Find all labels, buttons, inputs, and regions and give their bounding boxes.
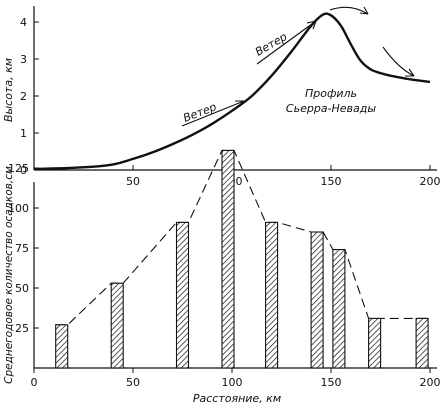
- precipitation-bar: [221, 149, 235, 369]
- wind-arrow-leeward-head: [405, 68, 415, 77]
- bottom-y-tick-label: 125: [8, 162, 29, 175]
- bottom-x-tick-label: 100: [222, 376, 243, 389]
- top-y-axis-title: Высота, км: [2, 58, 15, 122]
- precipitation-bar: [415, 317, 429, 369]
- bottom-y-tick-label: 100: [8, 202, 29, 215]
- precipitation-bar: [368, 317, 382, 369]
- top-x-tick-label: 150: [321, 175, 342, 188]
- wind-arrow-crest: [329, 6, 369, 15]
- wind-arrow-leeward: [382, 46, 415, 77]
- bottom-y-tick-label: 50: [15, 282, 29, 295]
- top-y-tick-label: 1: [20, 127, 27, 140]
- bottom-x-tick-label: 50: [126, 376, 140, 389]
- top-x-tick-label: 200: [420, 175, 441, 188]
- precipitation-bar: [175, 221, 190, 369]
- wind-arrow-upper-head: [306, 20, 317, 30]
- top-y-tick-label: 3: [20, 53, 27, 66]
- precipitation-bar: [310, 231, 324, 369]
- bottom-x-axis-title: Расстояние, км: [193, 392, 281, 405]
- top-y-tick-label: 4: [20, 16, 27, 29]
- wind-arrow-upper: [256, 20, 317, 65]
- bottom-y-axis-title: Среднегодовое количество осадков,см: [3, 166, 15, 384]
- wind-arrow-crest-head: [359, 6, 369, 15]
- profile-label-line1: Профиль: [305, 87, 357, 100]
- bottom-x-tick-label: 200: [420, 376, 441, 389]
- precipitation-bar: [110, 282, 124, 369]
- bottom-x-tick-label: 0: [31, 376, 38, 389]
- profile-label-line2: Сьерра-Невады: [286, 102, 376, 115]
- precipitation-bar: [55, 324, 69, 369]
- bottom-x-tick-label: 150: [321, 376, 342, 389]
- bottom-y-tick-label: 25: [15, 322, 29, 335]
- precipitation-panel: 25 50 75 100 125 0 50 100 150 200 Среднегодовое …: [3, 149, 441, 405]
- top-x-tick-label: 50: [126, 175, 140, 188]
- sierra-nevada-profile-line: [33, 12, 431, 171]
- bottom-y-tick-label: 75: [15, 242, 29, 255]
- top-y-tick-label: 0: [20, 164, 27, 177]
- wind-label-lower: Ветер: [181, 100, 218, 124]
- wind-arrow-lower-head: [235, 100, 245, 108]
- precipitation-bar: [332, 249, 346, 369]
- top-y-tick-label: 2: [20, 90, 27, 103]
- precipitation-bar: [265, 221, 279, 369]
- wind-arrow-lower: [181, 100, 245, 127]
